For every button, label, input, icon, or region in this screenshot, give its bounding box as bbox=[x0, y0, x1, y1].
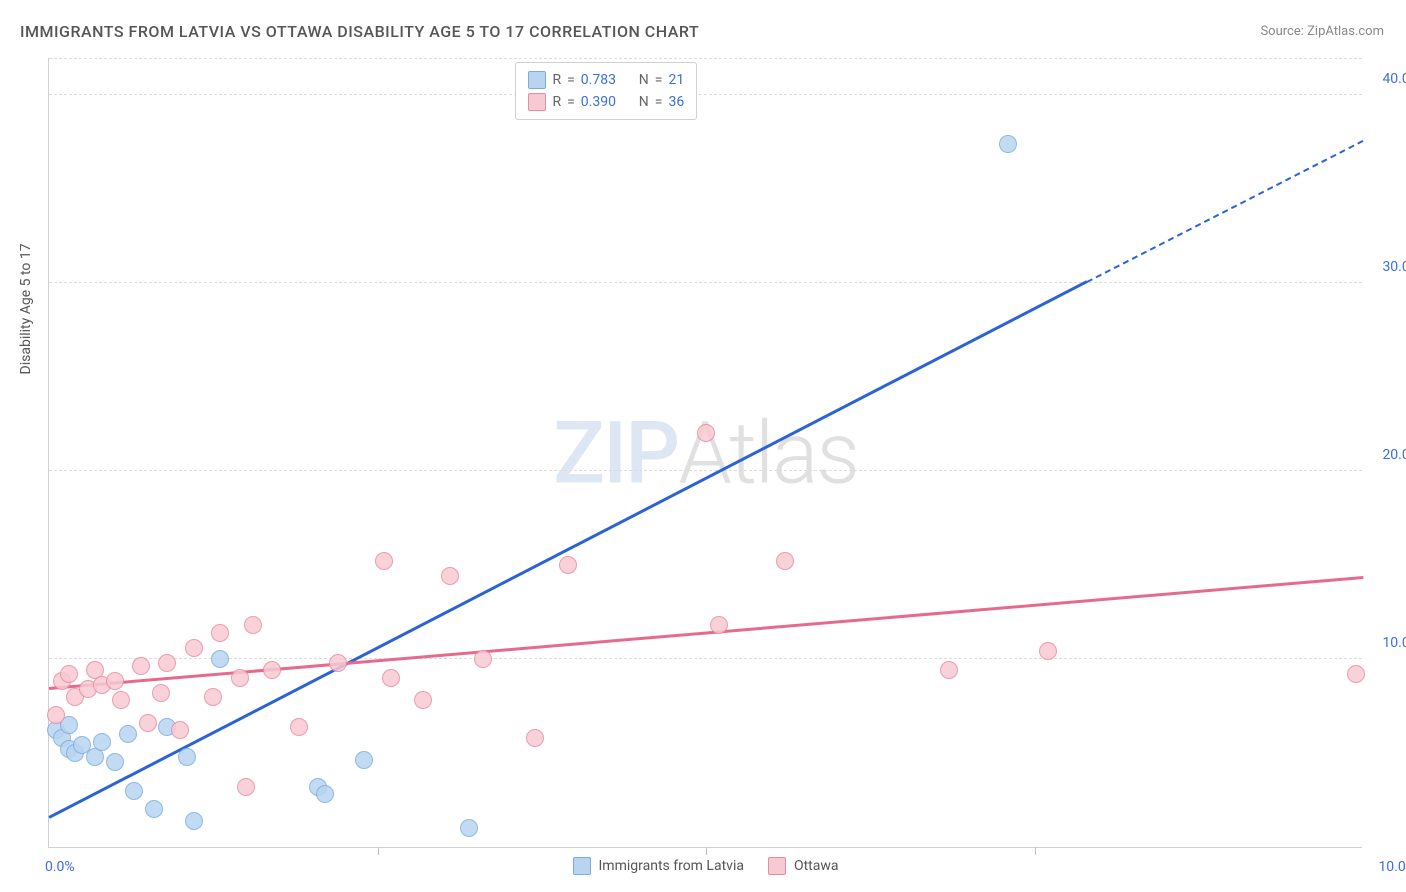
gridline-horizontal bbox=[49, 282, 1362, 283]
data-point bbox=[1347, 665, 1365, 683]
source-label: Source: bbox=[1260, 24, 1303, 39]
n-label: N bbox=[639, 94, 649, 110]
data-point bbox=[125, 782, 143, 800]
equals: = bbox=[567, 72, 575, 88]
data-point bbox=[329, 654, 347, 672]
data-point bbox=[776, 552, 794, 570]
data-point bbox=[132, 657, 150, 675]
r-label: R bbox=[552, 72, 561, 88]
data-point bbox=[940, 661, 958, 679]
n-value: 21 bbox=[668, 72, 684, 88]
data-point bbox=[526, 729, 544, 747]
series-legend: Immigrants from Latvia Ottawa bbox=[572, 857, 838, 875]
r-value: 0.390 bbox=[581, 94, 633, 110]
data-point bbox=[47, 706, 65, 724]
data-point bbox=[204, 688, 222, 706]
n-label: N bbox=[639, 72, 649, 88]
data-point bbox=[171, 721, 189, 739]
data-point bbox=[237, 778, 255, 796]
data-point bbox=[710, 616, 728, 634]
equals: = bbox=[655, 94, 663, 110]
data-point bbox=[290, 718, 308, 736]
y-tick-label: 10.0% bbox=[1382, 635, 1406, 651]
data-point bbox=[414, 691, 432, 709]
y-tick-label: 40.0% bbox=[1382, 71, 1406, 87]
data-point bbox=[112, 691, 130, 709]
data-point bbox=[231, 669, 249, 687]
legend-swatch bbox=[572, 857, 590, 875]
r-label: R bbox=[552, 94, 561, 110]
data-point bbox=[316, 785, 334, 803]
watermark-atlas: Atlas bbox=[678, 402, 858, 503]
data-point bbox=[185, 639, 203, 657]
y-tick-label: 30.0% bbox=[1382, 259, 1406, 275]
x-tick bbox=[706, 847, 707, 855]
data-point bbox=[263, 661, 281, 679]
data-point bbox=[106, 672, 124, 690]
legend-item: Ottawa bbox=[768, 857, 839, 875]
x-tick-label: 10.0% bbox=[1378, 859, 1406, 875]
data-point bbox=[244, 616, 262, 634]
data-point bbox=[211, 650, 229, 668]
legend-item: Immigrants from Latvia bbox=[572, 857, 743, 875]
y-axis-title: Disability Age 5 to 17 bbox=[18, 243, 34, 374]
chart-title: IMMIGRANTS FROM LATVIA VS OTTAWA DISABIL… bbox=[20, 22, 699, 41]
legend-swatch bbox=[528, 71, 546, 89]
equals: = bbox=[567, 94, 575, 110]
data-point bbox=[999, 135, 1017, 153]
x-tick-label: 0.0% bbox=[45, 859, 75, 875]
data-point bbox=[559, 556, 577, 574]
r-value: 0.783 bbox=[581, 72, 633, 88]
source-attribution: Source: ZipAtlas.com bbox=[1260, 24, 1384, 39]
trend-line bbox=[48, 280, 1087, 818]
n-value: 36 bbox=[668, 94, 684, 110]
gridline-horizontal bbox=[49, 58, 1362, 59]
data-point bbox=[178, 748, 196, 766]
x-tick bbox=[1035, 847, 1036, 855]
data-point bbox=[158, 654, 176, 672]
data-point bbox=[1039, 642, 1057, 660]
trend-line bbox=[1087, 140, 1364, 283]
data-point bbox=[93, 733, 111, 751]
legend-row: R = 0.783 N = 21 bbox=[528, 69, 684, 91]
data-point bbox=[697, 424, 715, 442]
legend-swatch bbox=[528, 93, 546, 111]
data-point bbox=[355, 751, 373, 769]
gridline-horizontal bbox=[49, 470, 1362, 471]
data-point bbox=[441, 567, 459, 585]
data-point bbox=[119, 725, 137, 743]
data-point bbox=[211, 624, 229, 642]
source-value: ZipAtlas.com bbox=[1307, 24, 1384, 39]
gridline-horizontal bbox=[49, 94, 1362, 95]
legend-row: R = 0.390 N = 36 bbox=[528, 91, 684, 113]
watermark-zip: ZIP bbox=[553, 402, 678, 503]
data-point bbox=[106, 753, 124, 771]
gridline-horizontal bbox=[49, 658, 1362, 659]
correlation-legend: R = 0.783 N = 21 R = 0.390 N = 36 bbox=[515, 62, 697, 120]
legend-label: Ottawa bbox=[794, 858, 839, 874]
plot-area: ZIPAtlas 10.0%20.0%30.0%40.0%0.0%10.0%R=… bbox=[48, 58, 1362, 848]
legend-swatch bbox=[768, 857, 786, 875]
data-point bbox=[60, 665, 78, 683]
legend-label: Immigrants from Latvia bbox=[598, 858, 743, 874]
data-point bbox=[139, 714, 157, 732]
watermark: ZIPAtlas bbox=[553, 402, 858, 503]
equals: = bbox=[655, 72, 663, 88]
data-point bbox=[185, 812, 203, 830]
data-point bbox=[382, 669, 400, 687]
x-tick bbox=[378, 847, 379, 855]
data-point bbox=[375, 552, 393, 570]
data-point bbox=[152, 684, 170, 702]
data-point bbox=[460, 819, 478, 837]
data-point bbox=[145, 800, 163, 818]
y-tick-label: 20.0% bbox=[1382, 447, 1406, 463]
data-point bbox=[474, 650, 492, 668]
